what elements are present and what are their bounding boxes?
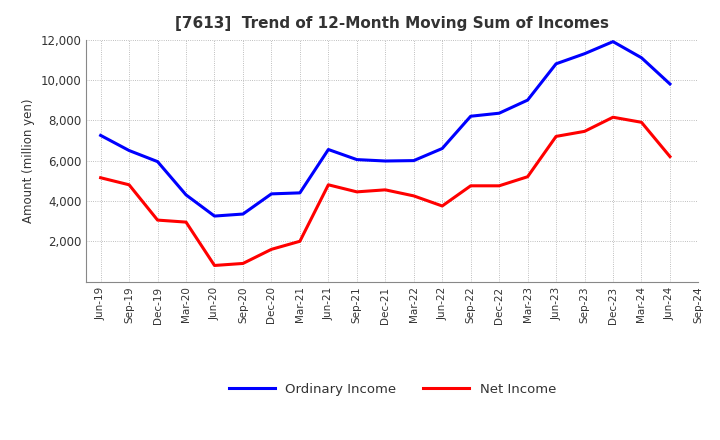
Ordinary Income xyxy=(210,213,219,219)
Legend: Ordinary Income, Net Income: Ordinary Income, Net Income xyxy=(223,377,562,401)
Net Income xyxy=(353,189,361,194)
Net Income xyxy=(381,187,390,192)
Line: Net Income: Net Income xyxy=(101,117,670,265)
Line: Ordinary Income: Ordinary Income xyxy=(101,42,670,216)
Ordinary Income xyxy=(96,133,105,138)
Ordinary Income xyxy=(238,211,247,216)
Net Income xyxy=(410,193,418,198)
Ordinary Income xyxy=(353,157,361,162)
Ordinary Income xyxy=(324,147,333,152)
Ordinary Income xyxy=(125,148,133,153)
Ordinary Income xyxy=(523,97,532,103)
Net Income xyxy=(608,114,617,120)
Net Income xyxy=(238,261,247,266)
Ordinary Income xyxy=(495,110,503,116)
Net Income xyxy=(181,220,190,225)
Net Income xyxy=(296,238,305,244)
Ordinary Income xyxy=(181,192,190,198)
Net Income xyxy=(96,175,105,180)
Net Income xyxy=(267,247,276,252)
Title: [7613]  Trend of 12-Month Moving Sum of Incomes: [7613] Trend of 12-Month Moving Sum of I… xyxy=(176,16,609,32)
Ordinary Income xyxy=(580,51,589,56)
Net Income xyxy=(438,203,446,209)
Net Income xyxy=(125,182,133,187)
Net Income xyxy=(495,183,503,188)
Ordinary Income xyxy=(153,159,162,164)
Ordinary Income xyxy=(381,158,390,164)
Net Income xyxy=(210,263,219,268)
Ordinary Income xyxy=(608,39,617,44)
Net Income xyxy=(523,174,532,180)
Y-axis label: Amount (million yen): Amount (million yen) xyxy=(22,99,35,223)
Net Income xyxy=(153,217,162,223)
Ordinary Income xyxy=(552,61,560,66)
Ordinary Income xyxy=(637,55,646,60)
Ordinary Income xyxy=(410,158,418,163)
Ordinary Income xyxy=(438,146,446,151)
Net Income xyxy=(324,182,333,187)
Net Income xyxy=(580,129,589,134)
Net Income xyxy=(637,120,646,125)
Net Income xyxy=(552,134,560,139)
Net Income xyxy=(665,154,674,159)
Ordinary Income xyxy=(467,114,475,119)
Net Income xyxy=(467,183,475,188)
Ordinary Income xyxy=(267,191,276,197)
Ordinary Income xyxy=(665,81,674,87)
Ordinary Income xyxy=(296,190,305,195)
